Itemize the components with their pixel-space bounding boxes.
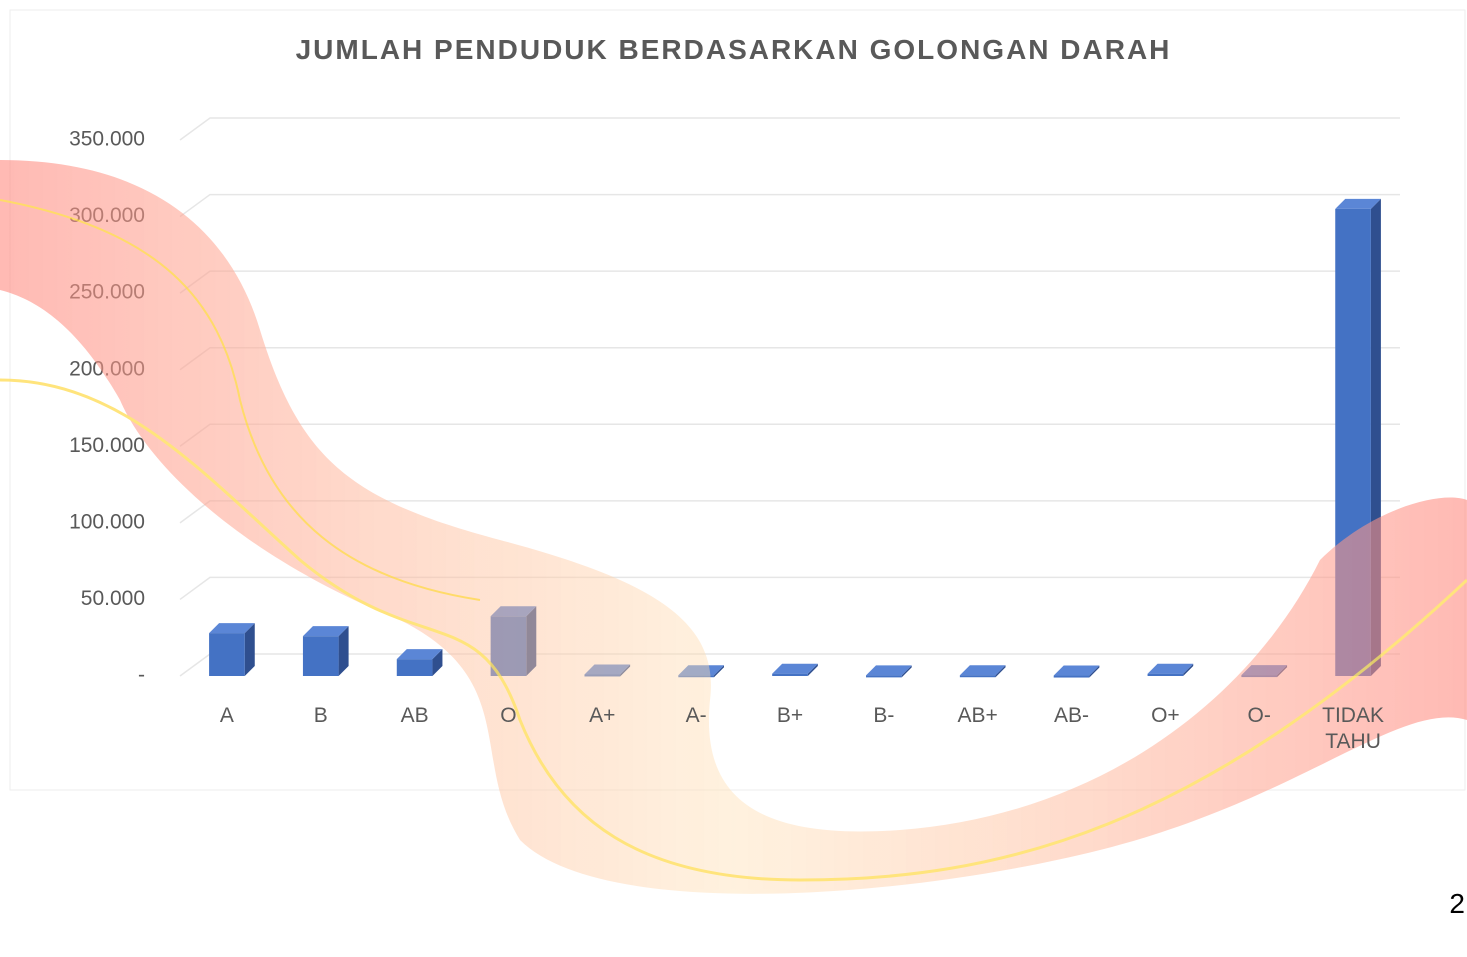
y-tick-label: 50.000 [81, 587, 145, 610]
grid-line [179, 270, 1400, 294]
bar [1053, 675, 1090, 678]
bar-top [772, 663, 818, 674]
x-tick-label: TIDAK TAHU [1322, 704, 1384, 753]
bar-top [1053, 665, 1100, 676]
bar-side [713, 665, 724, 678]
bar [959, 675, 996, 678]
bar [209, 633, 245, 676]
bar-top [1335, 198, 1381, 209]
grid-line [179, 346, 1400, 371]
bar [1147, 673, 1184, 676]
x-tick-label: O- [1247, 704, 1271, 727]
grid-line [179, 423, 1400, 447]
x-tick-label: B [313, 704, 328, 727]
bar [396, 659, 433, 676]
x-tick-label: A+ [589, 704, 616, 727]
bar-side [432, 649, 443, 676]
y-tick-label: 150.000 [69, 434, 145, 457]
x-tick-label: B- [873, 704, 895, 727]
bar-top [209, 623, 255, 634]
ribbon-line [0, 378, 1467, 882]
chart-title: JUMLAH PENDUDUK BERDASARKAN GOLONGAN DAR… [295, 34, 1172, 65]
bar [302, 636, 339, 676]
page-number: 2 [1449, 888, 1465, 919]
x-tick-label: AB- [1054, 704, 1090, 727]
bar-side [901, 665, 912, 678]
bar-top [302, 626, 349, 637]
bar-top [959, 665, 1006, 676]
bar-side [1089, 665, 1100, 678]
ribbon [0, 160, 1467, 894]
y-tick-label: 350.000 [69, 128, 145, 151]
y-tick-label: 100.000 [69, 510, 145, 533]
x-tick-label: AB [400, 704, 429, 727]
bar-side [995, 665, 1006, 678]
x-tick-label: A- [685, 704, 707, 727]
bar-side [1183, 663, 1194, 676]
decor-ribbon [0, 160, 1467, 894]
bar-top [396, 649, 443, 660]
y-tick-label: - [138, 664, 145, 687]
x-tick-label: B+ [776, 704, 804, 727]
bar-top [866, 665, 912, 676]
grid-line [179, 576, 1400, 601]
chart-border [9, 9, 1466, 791]
x-tick-label: A [219, 704, 234, 727]
bar-side [807, 663, 818, 676]
bar-top [1147, 663, 1194, 674]
bar [772, 673, 808, 676]
ribbon-line [0, 199, 481, 601]
bar [866, 675, 902, 678]
bar-side [338, 626, 349, 676]
x-tick-label: AB+ [957, 704, 998, 727]
grid-line [179, 117, 1400, 141]
x-tick-label: O+ [1151, 704, 1180, 727]
grid-line [179, 193, 1400, 218]
bar-side [244, 623, 255, 676]
x-tick-label: O [500, 704, 517, 727]
